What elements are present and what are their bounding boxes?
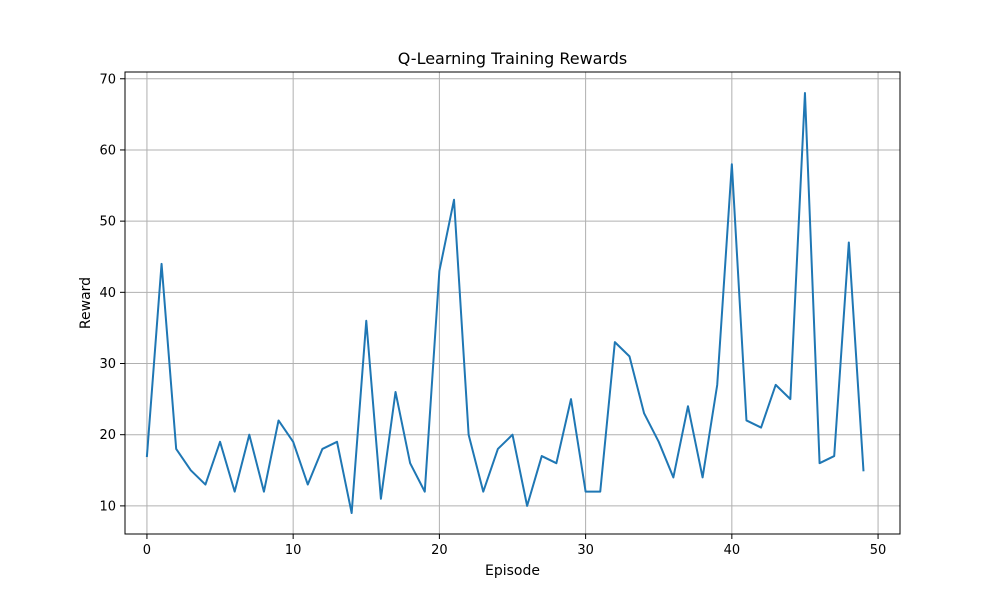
y-tick-label: 70 — [99, 72, 116, 87]
x-axis-label: Episode — [485, 563, 540, 579]
series-layer — [145, 92, 865, 514]
ticks: 0 10 20 30 40 50 10 20 30 40 50 60 70 — [99, 72, 886, 558]
x-tick-label: 40 — [724, 543, 741, 558]
y-tick-label: 60 — [99, 143, 116, 158]
y-tick-label: 30 — [99, 357, 116, 372]
x-tick-label: 30 — [577, 543, 594, 558]
y-axis-label: Reward — [78, 277, 94, 329]
y-tick-label: 50 — [99, 215, 116, 230]
y-tick-label: 20 — [99, 428, 116, 443]
y-tick-label: 10 — [99, 499, 116, 514]
x-tick-label: 0 — [143, 543, 151, 558]
series-line — [145, 92, 865, 514]
x-tick-label: 20 — [431, 543, 448, 558]
chart-title: Q-Learning Training Rewards — [398, 49, 628, 68]
x-tick-label: 10 — [285, 543, 302, 558]
plot-frame — [124, 71, 901, 535]
grid — [125, 72, 900, 534]
x-tick-label: 50 — [870, 543, 887, 558]
y-tick-label: 40 — [99, 286, 116, 301]
